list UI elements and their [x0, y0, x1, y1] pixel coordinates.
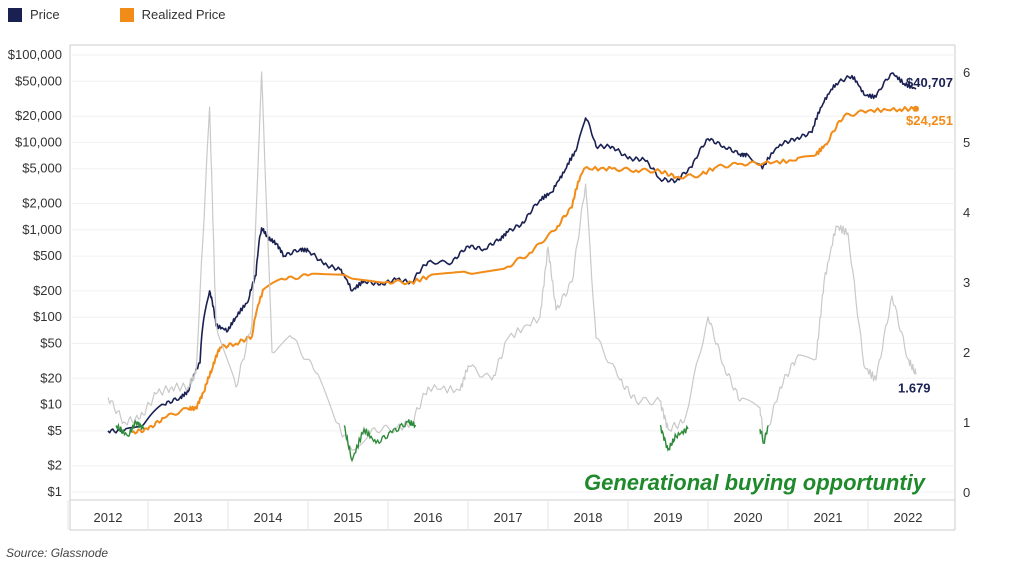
series-mvrv-1-segment: [759, 425, 769, 445]
series-mvrv-1-segment: [115, 419, 145, 438]
value-label: $40,707: [906, 75, 953, 90]
y-left-tick-label: $50,000: [15, 73, 62, 88]
y-left-tick-label: $10: [40, 397, 62, 412]
y-left-tick-label: $5: [48, 423, 62, 438]
annotation: Generational buying opportuntiy: [584, 470, 927, 495]
y-left-tick-label: $1: [48, 484, 62, 499]
legend-item-price: Price: [8, 7, 60, 22]
y-left-tick-label: $500: [33, 248, 62, 263]
realized-price-endpoint: [913, 105, 919, 112]
y-right-tick-label: 4: [963, 205, 970, 220]
series-mvrv-1-segment: [659, 424, 689, 452]
series-price-line: [107, 72, 917, 434]
y-left-tick-label: $100,000: [8, 47, 62, 62]
y-left-tick-label: $20: [40, 370, 62, 385]
y-right-tick-label: 5: [963, 135, 970, 150]
legend-label: Realized Price: [141, 7, 226, 22]
x-tick-label: 2014: [254, 510, 283, 525]
series-mvrv-1-segment: [343, 419, 417, 463]
y-right-tick-label: 2: [963, 345, 970, 360]
y-left-tick-label: $2: [48, 458, 62, 473]
y-right-tick-label: 0: [963, 485, 970, 500]
x-tick-label: 2017: [494, 510, 523, 525]
series-realized-price-line: [131, 106, 917, 435]
series-mvrv-line: [107, 71, 917, 451]
x-tick-label: 2021: [814, 510, 843, 525]
y-left-tick-label: $2,000: [22, 195, 62, 210]
x-tick-label: 2019: [654, 510, 683, 525]
y-right-tick-label: 6: [963, 65, 970, 80]
x-tick-label: 2015: [334, 510, 363, 525]
source-note: Source: Glassnode: [6, 546, 109, 560]
legend-swatch: [8, 7, 22, 22]
y-left-tick-label: $200: [33, 283, 62, 298]
y-left-tick-label: $50: [40, 336, 62, 351]
legend-swatch: [119, 7, 134, 22]
value-label: $24,251: [906, 113, 953, 128]
x-tick-label: 2022: [894, 510, 923, 525]
value-label: 1.679: [898, 380, 931, 395]
legend: Price Realized Price: [8, 7, 225, 22]
y-left-tick-label: $5,000: [22, 161, 62, 176]
x-tick-label: 2016: [414, 510, 443, 525]
x-tick-label: 2018: [574, 510, 603, 525]
y-left-tick-label: $20,000: [15, 108, 62, 123]
x-tick-label: 2012: [94, 510, 123, 525]
y-left-tick-label: $1,000: [22, 222, 62, 237]
x-tick-label: 2020: [734, 510, 763, 525]
y-right-tick-label: 1: [963, 415, 970, 430]
y-right-tick-label: 3: [963, 275, 970, 290]
y-left-tick-label: $100: [33, 309, 62, 324]
legend-label: Price: [30, 7, 60, 22]
x-tick-label: 2013: [174, 510, 203, 525]
y-left-tick-label: $10,000: [15, 134, 62, 149]
legend-item-realized-price: Realized Price: [119, 7, 226, 22]
